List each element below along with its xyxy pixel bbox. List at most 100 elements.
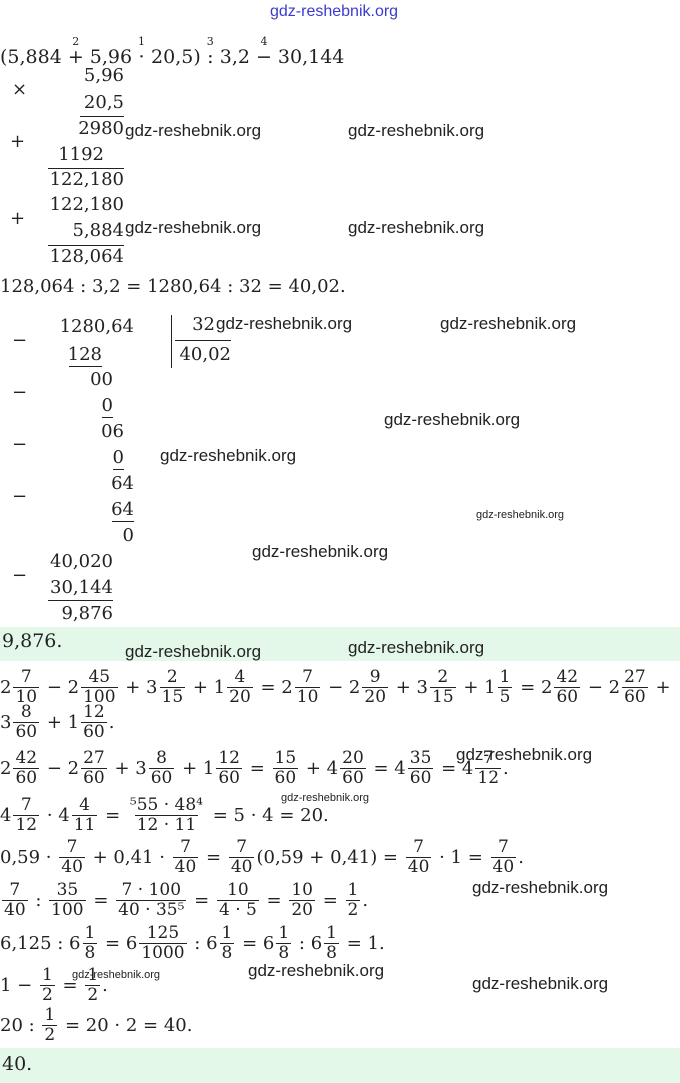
fraction: 7 40 <box>228 838 255 877</box>
expression: (5,884 2 +5,96 1 · 20,5) 3:3,2 4−30,144 <box>0 36 344 67</box>
column-row: 122,180 <box>49 194 124 215</box>
division-step: 0 <box>122 525 134 546</box>
numerator: 1 <box>347 879 359 900</box>
numerator: 12 <box>83 701 105 722</box>
operator: 3: <box>207 36 214 67</box>
math-text: + 1 <box>457 676 496 698</box>
numerator: 45 <box>88 666 111 687</box>
numerator: 7 · 100 <box>121 879 182 900</box>
column-row: 128,064 <box>49 246 124 267</box>
sign: − <box>12 486 28 507</box>
denominator: 60 <box>81 721 107 742</box>
numerator: 9 <box>369 666 381 687</box>
fraction: 20 60 <box>340 749 366 787</box>
math-text: = <box>188 889 215 911</box>
denominator: 60 <box>13 767 40 788</box>
denominator: 60 <box>554 686 581 707</box>
numerator: 42 <box>556 666 579 687</box>
denominator: 15 <box>159 686 186 707</box>
watermark: gdz-reshebnik.org <box>125 121 262 140</box>
term: 3,2 <box>219 46 250 68</box>
math-text: . <box>518 846 524 868</box>
math-line: 3 8 60 + 1 12 60. <box>0 700 114 744</box>
division-sentence: 128,064 : 3,2 = 1280,64 : 32 = 40,02. <box>0 276 346 297</box>
fraction: 8 60 <box>13 703 40 741</box>
math-text: = 6 <box>99 932 138 954</box>
math-text: = <box>99 804 126 826</box>
operator: 1 · <box>138 36 145 67</box>
fraction: 9 20 <box>362 666 389 706</box>
rule <box>113 469 124 470</box>
watermark: gdz-reshebnik.org <box>125 218 262 237</box>
denominator: 11 <box>71 814 98 835</box>
operator-sign: : <box>207 46 214 68</box>
denominator: 10 <box>13 686 40 707</box>
numerator: 4 <box>234 666 246 687</box>
denominator: 60 <box>622 686 648 707</box>
fraction: 7 40 <box>59 838 85 876</box>
column-row: 2980 <box>78 118 124 139</box>
numerator: 35 <box>56 879 79 900</box>
division-step: 64 <box>111 473 134 494</box>
numerator: 4 <box>79 794 90 815</box>
denominator: 60 <box>272 767 299 788</box>
numerator: 7 <box>482 747 494 768</box>
fraction: 2 15 <box>430 668 456 706</box>
numerator: 10 <box>291 879 313 900</box>
math-text: − 2 <box>582 676 621 698</box>
numerator: 20 <box>342 747 364 768</box>
math-text: 0,59 · <box>0 846 58 868</box>
watermark: gdz-reshebnik.org <box>472 974 609 993</box>
numerator: 1 <box>44 1004 56 1025</box>
numerator: 8 <box>156 747 167 768</box>
fraction: 7 10 <box>13 668 40 707</box>
numerator: 2 <box>166 666 178 687</box>
watermark: gdz-reshebnik.org <box>248 961 385 980</box>
fraction: ⁵55 · 48⁴ 12 · 11 <box>128 796 205 834</box>
numerator: 1 <box>221 922 233 943</box>
math-text: + <box>649 676 671 698</box>
division-bar <box>171 315 172 368</box>
math-text: + 0,41 · <box>86 846 171 868</box>
denominator: 40 <box>228 856 255 877</box>
order-mark: 3 <box>206 35 214 48</box>
division-step: 0 <box>101 395 113 416</box>
fraction: 125 1000 <box>139 924 187 962</box>
math-text: = <box>200 846 227 868</box>
division-step: 128 <box>67 344 102 365</box>
operator-sign: · <box>138 46 145 68</box>
math-text: = 4 <box>367 757 406 779</box>
math-text: = 2 <box>514 676 553 698</box>
denominator: 15 <box>430 686 456 707</box>
math-line: 0,59 · 7 40 + 0,41 · 7 40 = 7 40 (0,59 + 0,4… <box>0 835 524 879</box>
math-text: + 1 <box>41 711 80 733</box>
math-text: 4 <box>0 804 12 826</box>
math-text: + 3 <box>390 676 429 698</box>
watermark: gdz-reshebnik.org <box>440 314 577 333</box>
fraction: 7 40 <box>2 881 28 919</box>
numerator: 1 <box>326 922 337 943</box>
math-line: 7 40 : 35 100 = 7 · 100 40 · 35⁵ = 10 4 · 5 … <box>0 878 368 922</box>
denominator: 12 <box>13 814 40 835</box>
math-text: : 6 <box>293 932 323 954</box>
rule <box>175 340 231 341</box>
order-mark: 1 <box>138 35 146 48</box>
denominator: 60 <box>216 767 242 788</box>
math-text: = <box>87 889 115 911</box>
fraction: 42 60 <box>13 749 40 788</box>
sign: − <box>12 565 28 586</box>
column-row: 5,96 <box>83 65 124 86</box>
watermark: gdz-reshebnik.org <box>160 446 297 465</box>
math-text: − 2 <box>322 676 361 698</box>
numerator: 1 <box>87 964 99 985</box>
fraction: 7 40 <box>172 838 199 876</box>
denominator: 8 <box>219 942 235 963</box>
column-row: 20,5 <box>83 92 124 113</box>
denominator: 100 <box>81 686 118 707</box>
fraction: 7 12 <box>13 796 40 835</box>
